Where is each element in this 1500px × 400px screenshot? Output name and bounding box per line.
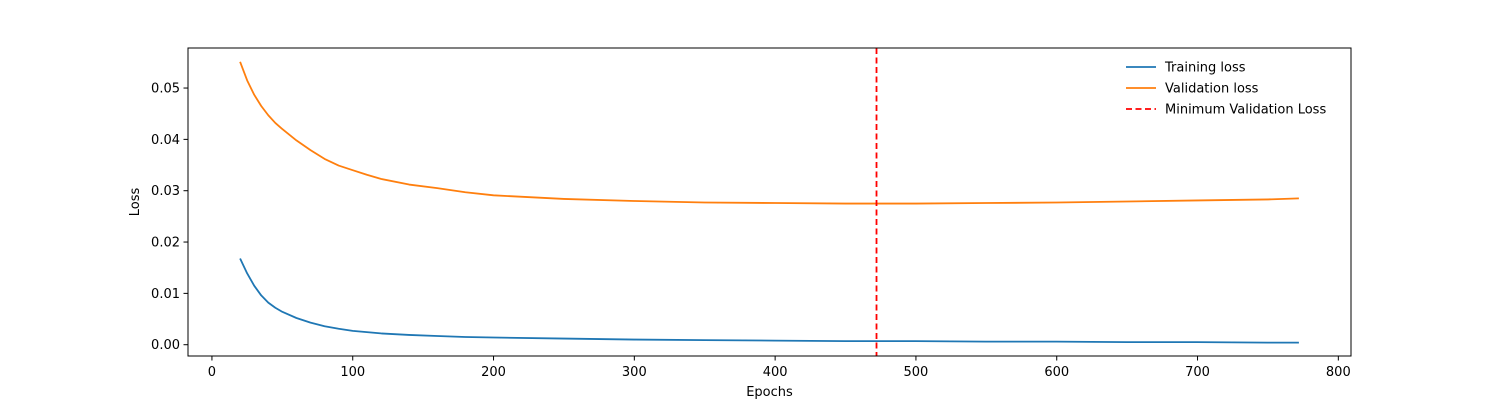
x-tick-label: 0 [208,365,216,380]
legend: Training loss Validation loss Minimum Vali… [1126,61,1326,118]
y-tick-label: 0.01 [151,287,180,302]
y-tick-label: 0.00 [151,338,180,353]
x-tick-label: 200 [481,365,506,380]
legend-label: Training loss [1164,61,1246,76]
x-tick-label: 600 [1044,365,1069,380]
y-tick-label: 0.02 [151,236,180,251]
x-tick-label: 100 [340,365,365,380]
series-line-1 [239,61,1299,205]
x-axis-label: Epochs [746,385,793,400]
x-tick-label: 300 [622,365,647,380]
y-tick-label: 0.05 [151,82,180,97]
plot-frame [187,47,1352,357]
plot-content [239,48,1299,356]
legend-label: Minimum Validation Loss [1165,103,1326,118]
y-axis-label: Loss [128,188,143,217]
x-tick-label: 500 [904,365,929,380]
x-tick-label: 700 [1185,365,1210,380]
y-tick-label: 0.04 [151,133,180,148]
x-tick-label: 400 [763,365,788,380]
y-axis: 0.00 0.01 0.02 0.03 0.04 0.05 [151,82,188,353]
series-line-0 [239,258,1299,344]
y-tick-label: 0.03 [151,184,180,199]
x-axis: 0 100 200 300 400 500 600 700 800 [208,356,1351,380]
x-tick-label: 800 [1326,365,1351,380]
legend-label: Validation loss [1165,82,1259,97]
